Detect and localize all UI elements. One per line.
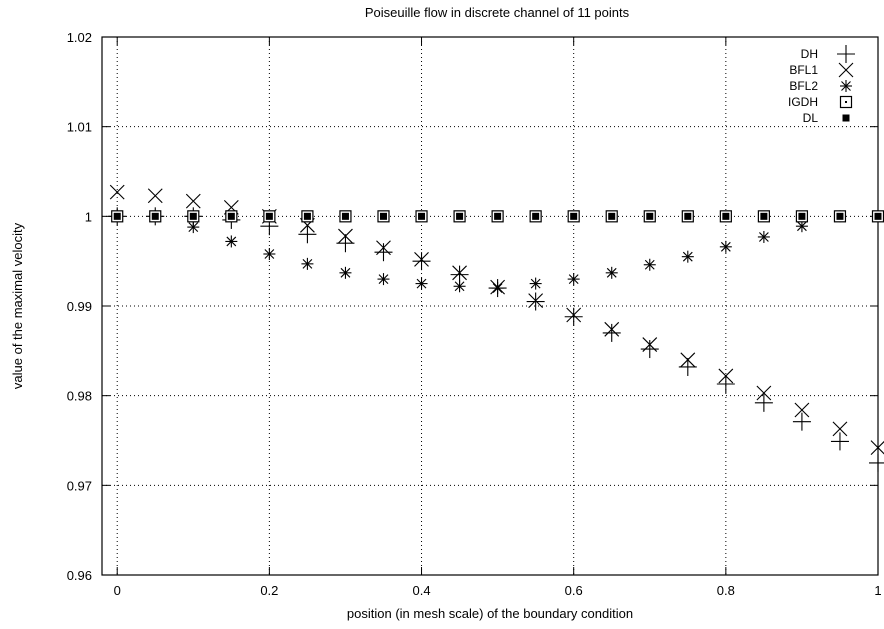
dl-point	[379, 212, 387, 220]
x-tick-label: 0.4	[412, 583, 430, 598]
dl-point	[418, 212, 426, 220]
dh-point	[754, 393, 773, 412]
bfl2-point	[263, 247, 276, 260]
grid-layer	[102, 37, 878, 575]
bfl1-point	[338, 228, 353, 244]
bfl2-point	[301, 257, 314, 270]
dl-point	[646, 212, 654, 220]
bfl2-point	[719, 240, 732, 253]
dh-point	[830, 432, 849, 451]
bfl1-point	[185, 193, 201, 209]
dh-point	[526, 292, 545, 311]
bfl1-point	[718, 368, 734, 384]
bfl2-point	[491, 282, 504, 295]
legend-label: IGDH	[788, 95, 818, 109]
dl-point	[227, 212, 235, 220]
bfl1-point	[756, 385, 772, 401]
bfl2-point	[681, 250, 694, 263]
bfl1-point	[452, 265, 467, 281]
dh-point	[716, 375, 735, 394]
bfl2-point	[453, 280, 466, 293]
dh-point	[869, 453, 884, 472]
bfl2-point	[225, 235, 238, 248]
legend-label: DH	[801, 47, 818, 61]
y-tick-label: 0.96	[67, 568, 92, 583]
dl-point	[532, 212, 540, 220]
bfl1-point	[566, 307, 582, 323]
bfl2-point	[567, 273, 580, 286]
dl-point	[303, 212, 311, 220]
dl-point	[722, 212, 730, 220]
dl-point	[189, 212, 197, 220]
bfl2-point	[187, 221, 200, 234]
bfl1-point	[794, 402, 810, 418]
bfl1-point	[832, 421, 848, 437]
legend-marker	[838, 62, 854, 78]
dl-point	[608, 212, 616, 220]
bfl2-point	[339, 266, 352, 279]
x-tick-label: 1	[874, 583, 881, 598]
x-tick-label: 0.8	[717, 583, 735, 598]
y-tick-label: 0.97	[67, 478, 92, 493]
bfl1-point	[414, 251, 429, 267]
legend: DH BFL1 BFL2 IGDH DL	[788, 45, 855, 125]
dh-point	[336, 234, 355, 253]
bfl1-point	[109, 184, 125, 200]
dl-point	[836, 212, 844, 220]
bfl1-point	[642, 337, 658, 352]
legend-marker	[840, 80, 852, 92]
dh-point	[602, 323, 621, 342]
y-tick-label: 1	[85, 209, 92, 224]
dl-point	[113, 212, 121, 220]
legend-marker	[837, 45, 855, 63]
legend-label: BFL1	[789, 63, 818, 77]
chart-title: Poiseuille flow in discrete channel of 1…	[365, 5, 630, 20]
dl-point	[494, 212, 502, 220]
bfl1-point	[604, 321, 620, 337]
bfl2-point	[605, 266, 618, 279]
x-tick-label: 0	[114, 583, 121, 598]
legend-label: DL	[803, 111, 819, 125]
dl-point	[684, 212, 692, 220]
legend-marker	[842, 114, 850, 122]
dl-point	[456, 212, 464, 220]
legend-label: BFL2	[789, 79, 818, 93]
y-tick-label: 1.02	[67, 30, 92, 45]
mark-layer	[108, 184, 884, 472]
dl-point	[760, 212, 768, 220]
bfl1-point	[376, 240, 391, 256]
dh-point	[374, 243, 393, 262]
bfl2-point	[529, 277, 542, 290]
dl-point	[798, 212, 806, 220]
y-tick-label: 0.99	[67, 299, 92, 314]
dh-point	[640, 340, 659, 359]
x-axis-label: position (in mesh scale) of the boundary…	[347, 606, 633, 621]
dl-point	[265, 212, 273, 220]
legend-marker	[839, 95, 853, 109]
bfl2-point	[643, 258, 656, 271]
y-axis-label: value of the maximal velocity	[10, 222, 25, 389]
dh-point	[792, 412, 811, 431]
dh-point	[678, 357, 697, 376]
dl-point	[570, 212, 578, 220]
bfl1-point	[680, 352, 696, 368]
dh-point	[412, 252, 431, 271]
dl-point	[874, 212, 882, 220]
dl-point	[341, 212, 349, 220]
dl-point	[151, 212, 159, 220]
y-tick-label: 0.98	[67, 389, 92, 404]
x-tick-label: 0.6	[565, 583, 583, 598]
y-tick-label: 1.01	[67, 120, 92, 135]
bfl1-point	[528, 293, 544, 309]
dh-point	[564, 307, 583, 326]
bfl1-point	[147, 188, 163, 204]
dh-point	[298, 225, 317, 244]
bfl2-point	[377, 273, 390, 286]
x-tick-label: 0.2	[260, 583, 278, 598]
bfl1-point	[870, 440, 884, 456]
tick-layer: 0 0.2 0.4 0.6 0.8 1 0.96 0.97 0.98 0.99 1 1.01 1.02	[67, 30, 882, 598]
bfl2-point	[757, 230, 770, 243]
bfl2-point	[415, 277, 428, 290]
